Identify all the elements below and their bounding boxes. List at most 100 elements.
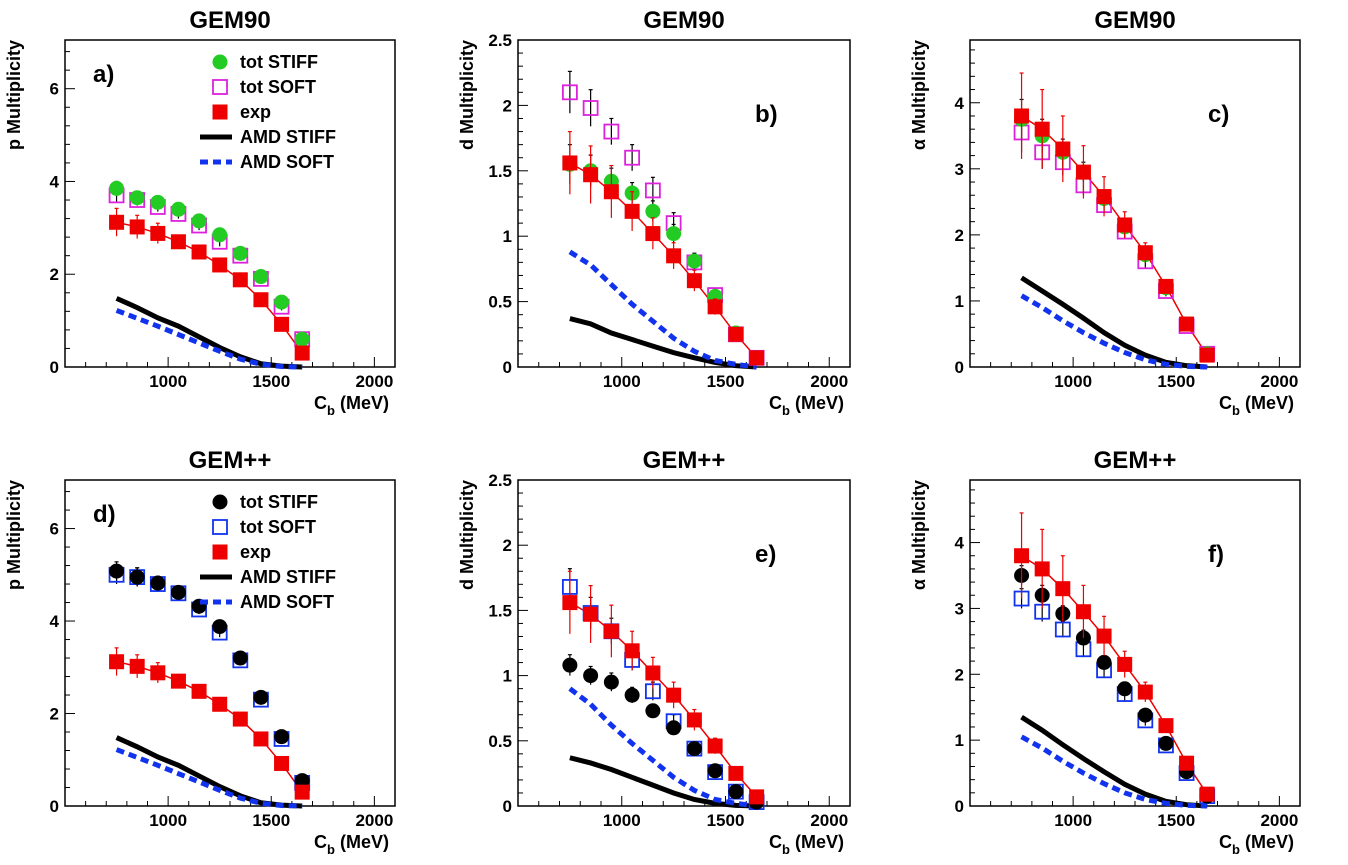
data-point: [707, 299, 723, 315]
data-point: [562, 595, 578, 611]
panel-4: 1000 1500 2000 0 2 4 6 GEM++ p Multiplicity Cb (M…: [4, 447, 396, 857]
data-point: [728, 784, 744, 800]
panel-title: GEM90: [643, 7, 724, 34]
data-point: [150, 575, 166, 591]
data-point: [294, 331, 310, 347]
legend-swatch: [212, 544, 228, 560]
data-point: [645, 226, 661, 242]
data-point: [109, 214, 125, 230]
plot-frame: [64, 479, 396, 807]
data-point: [232, 272, 248, 288]
data-point: [232, 245, 248, 261]
legend-item: AMD STIFF: [200, 127, 336, 147]
data-point: [150, 225, 166, 241]
data-point: [232, 650, 248, 666]
legend-item: AMD STIFF: [200, 567, 336, 587]
data-point: [1075, 164, 1091, 180]
data-point: [1014, 548, 1030, 564]
series-exp-line: [116, 660, 303, 793]
y-tick-label: 4: [955, 94, 965, 113]
data-point: [170, 673, 186, 689]
data-point: [1179, 755, 1195, 771]
x-tick-label: 2000: [1260, 372, 1298, 391]
x-axis-label: Cb (MeV): [1219, 832, 1294, 857]
data-point: [129, 190, 145, 206]
legend-item: AMD SOFT: [200, 592, 334, 612]
series-amd-soft: [1020, 734, 1208, 809]
data-point: [1137, 684, 1153, 700]
data-point: [1055, 141, 1071, 157]
x-axis-label: Cb (MeV): [769, 832, 844, 857]
legend-label: AMD STIFF: [240, 567, 336, 587]
legend-swatch: [212, 519, 228, 535]
x-tick-label: 1000: [149, 372, 187, 391]
data-point: [1199, 347, 1215, 363]
data-point: [1199, 786, 1215, 802]
data-point: [129, 569, 145, 585]
data-point: [583, 606, 599, 622]
data-point: [212, 257, 228, 273]
y-tick-label: 0: [503, 797, 512, 816]
x-tick-label: 1000: [1054, 811, 1092, 830]
series-amd-soft: [1020, 293, 1208, 370]
data-point: [170, 201, 186, 217]
series-amd-stiff: [115, 296, 303, 370]
panel-title: GEM++: [643, 447, 726, 474]
y-tick-label: 1.5: [488, 601, 512, 620]
y-tick-label: 0: [503, 358, 512, 377]
data-point: [603, 123, 620, 140]
data-point: [294, 773, 310, 789]
data-point: [274, 729, 290, 745]
series-exp-line: [1021, 115, 1208, 356]
series-amd-stiff: [569, 316, 757, 370]
data-point: [1158, 278, 1174, 294]
data-point: [728, 326, 744, 342]
data-point: [1055, 581, 1071, 597]
plot-frame: [969, 39, 1301, 368]
data-point: [707, 763, 723, 779]
x-tick-label: 2000: [810, 811, 848, 830]
y-tick-label: 0.5: [488, 732, 512, 751]
legend-item: exp: [212, 102, 271, 122]
plot-frame: [517, 39, 851, 368]
y-tick-label: 2.5: [488, 31, 512, 50]
data-point: [645, 203, 661, 219]
data-point: [109, 654, 125, 670]
legend-item: tot STIFF: [212, 492, 318, 512]
y-tick-label: 2: [955, 665, 964, 684]
plot-frame: [64, 39, 396, 368]
panel-label: a): [93, 61, 114, 88]
panel-1: 1000 1500 2000 0 2 4 6 GEM90 p Multiplicity Cb (M…: [4, 7, 396, 418]
legend-item: exp: [212, 542, 271, 562]
data-point: [686, 273, 702, 289]
legend-label: AMD SOFT: [240, 152, 334, 172]
data-point: [644, 182, 661, 199]
series-exp-line: [569, 601, 758, 798]
data-point: [603, 674, 619, 690]
x-tick-label: 1000: [1054, 372, 1092, 391]
data-point: [1034, 121, 1050, 137]
panel-label: e): [755, 541, 776, 568]
y-tick-label: 2: [503, 96, 512, 115]
panel-5: 1000 1500 2000 0 0.5 1 1.5 2 2.5 GEM++ d Multiplic…: [457, 447, 851, 857]
x-tick-label: 1500: [252, 811, 290, 830]
y-tick-label: 0.5: [488, 293, 512, 312]
data-point: [274, 294, 290, 310]
data-point: [1117, 681, 1133, 697]
y-tick-label: 4: [50, 172, 60, 191]
data-point: [1137, 707, 1153, 723]
series-amd-soft: [115, 747, 303, 809]
data-point: [191, 244, 207, 260]
data-point: [1158, 718, 1174, 734]
panel-title: GEM++: [1094, 447, 1177, 474]
x-tick-label: 1500: [1157, 811, 1195, 830]
data-point: [686, 253, 702, 269]
y-axis-label: p Multiplicity: [4, 480, 24, 590]
data-point: [274, 755, 290, 771]
legend-item: tot STIFF: [212, 52, 318, 72]
data-point: [109, 180, 125, 196]
data-point: [191, 683, 207, 699]
series-exp-line: [1021, 555, 1208, 795]
panel-label: b): [755, 101, 778, 128]
